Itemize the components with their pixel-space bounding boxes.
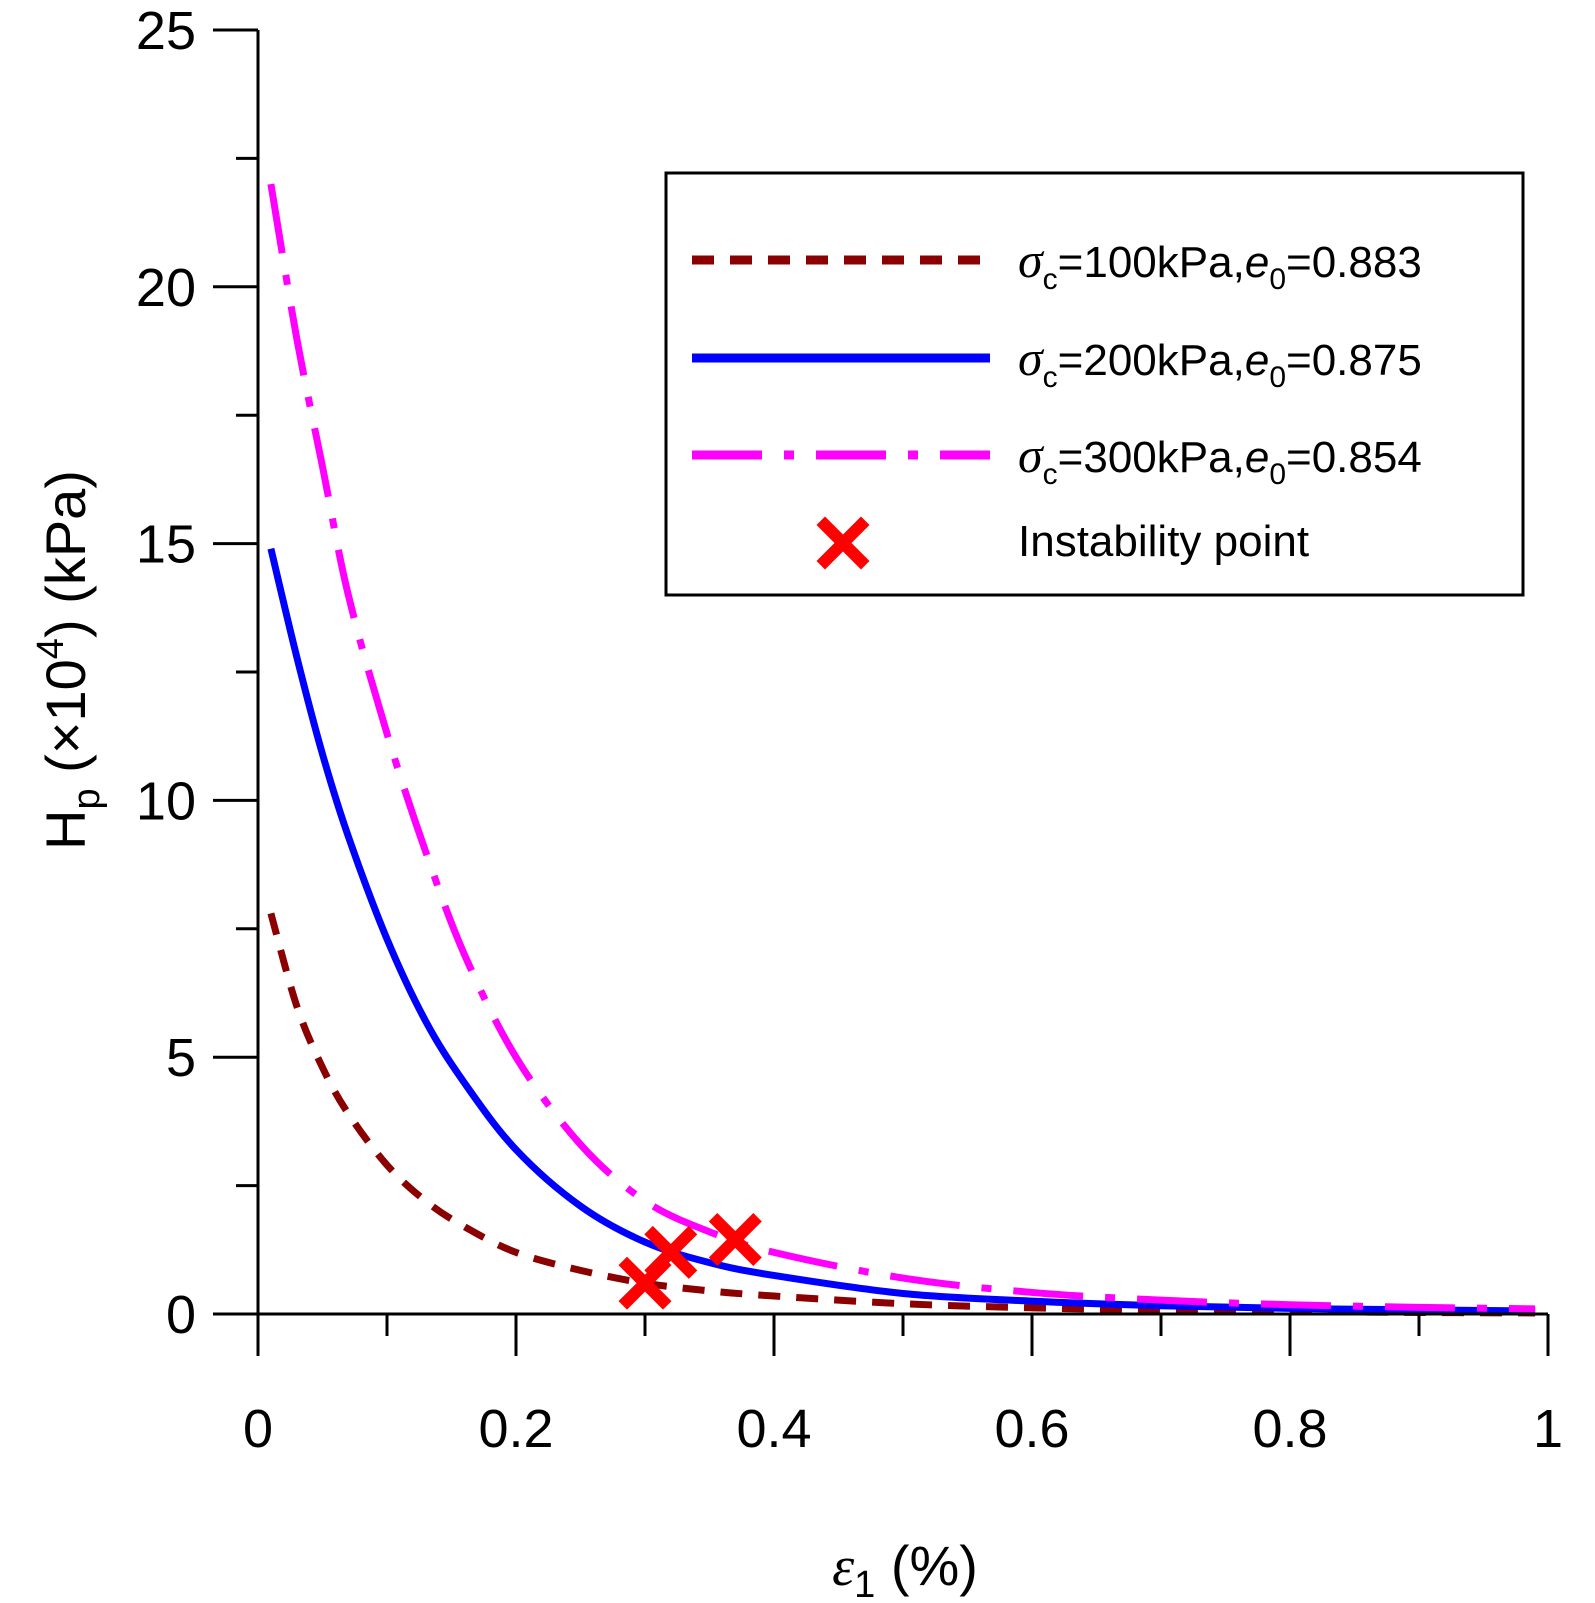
y-tick-label: 20 [136,258,196,318]
y-title-unit: (kPa) [34,470,97,619]
x-tick-label: 0 [243,1399,273,1459]
y-title-mult-open: (×10 [34,659,97,788]
line-series-2 [267,547,1536,1315]
y-title-mult-close: ) [34,619,97,638]
x-tick-label: 0.2 [478,1399,553,1459]
x-tick-label: 0.4 [736,1399,811,1459]
x-tick-label: 1 [1533,1399,1563,1459]
y-tick-label: 0 [166,1285,196,1345]
x-tick-label: 0.8 [1252,1399,1327,1459]
legend-marker-instability [816,516,870,570]
legend-label-instability: Instability point [1018,517,1309,566]
legend-label-series-3: σc=300kPa,e0=0.854 [1018,427,1422,491]
axes: 0 5 10 15 20 25 0 0.2 0.4 0.6 0.8 1 [136,1,1563,1459]
y-title-sub: p [66,788,108,809]
plot-area [267,183,1536,1317]
x-title-symbol: ε [832,1536,855,1598]
y-title-base: H [34,810,97,850]
marker-stroke [644,1225,698,1279]
line-series-3 [267,183,1536,1313]
legend-label-series-2: σc=200kPa,e0=0.875 [1018,330,1422,394]
legend-box [664,171,1525,597]
x-title-sub: 1 [854,1564,875,1603]
y-tick-label: 15 [136,515,196,575]
legend-label-series-1: σc=100kPa,e0=0.883 [1018,232,1422,296]
y-tick-label: 10 [136,771,196,831]
line-series-1 [267,912,1536,1317]
instability-marker-2 [644,1225,698,1279]
instability-marker-3 [708,1213,762,1267]
x-tick-label: 0.6 [994,1399,1069,1459]
y-tick-label: 25 [136,1,196,61]
y-tick-label: 5 [166,1028,196,1088]
marker-stroke [708,1213,762,1267]
legend: σc=100kPa,e0=0.883 σc=200kPa,e0=0.875 σc… [664,171,1525,597]
y-title-sup: 4 [30,638,72,659]
x-axis-title: ε1 (%) [832,1534,978,1603]
y-axis-title: Hp (×104) (kPa) [30,470,108,850]
x-title-unit: (%) [875,1534,978,1597]
